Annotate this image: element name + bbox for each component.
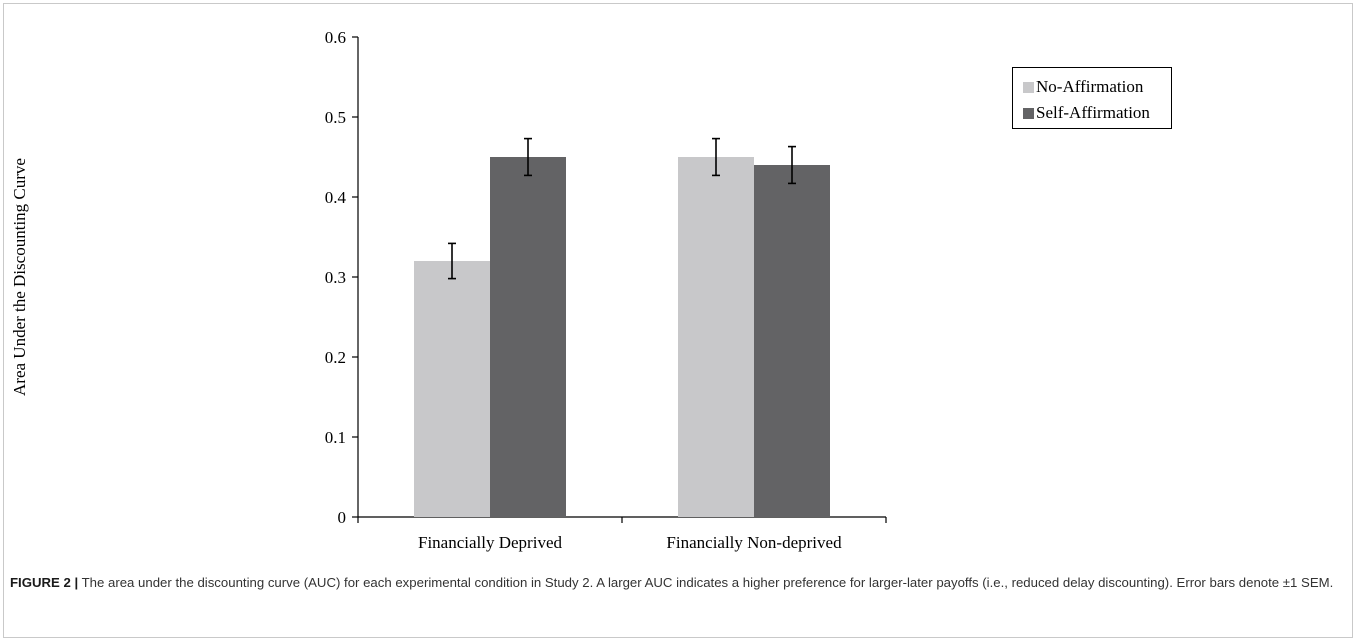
y-axis-title: Area Under the Discounting Curve	[10, 158, 29, 396]
figure-label: FIGURE 2 |	[10, 575, 79, 590]
bar	[754, 165, 830, 517]
bar	[490, 157, 566, 517]
x-category-label: Financially Deprived	[418, 533, 562, 552]
y-tick-label: 0.2	[325, 348, 346, 367]
legend-label-self-affirmation: Self-Affirmation	[1036, 103, 1150, 122]
y-tick-label: 0.5	[325, 108, 346, 127]
legend-item-no-affirmation: No-Affirmation	[1023, 76, 1143, 98]
x-category-label: Financially Non-deprived	[666, 533, 842, 552]
legend-label-no-affirmation: No-Affirmation	[1036, 77, 1144, 96]
chart-legend: No-Affirmation Self-Affirmation	[1012, 67, 1172, 129]
legend-swatch-self-affirmation	[1023, 107, 1034, 119]
bar-chart: 0 0.1 0.2 0.3 0.4 0.5 0.6 Area Under the Discou…	[10, 28, 887, 552]
y-tick-label: 0.1	[325, 428, 346, 447]
y-tick-label: 0.3	[325, 268, 346, 287]
figure-caption-text: The area under the discounting curve (AU…	[78, 575, 1334, 590]
y-tick-label: 0	[338, 508, 347, 527]
y-tick-label: 0.6	[325, 28, 346, 47]
y-tick-label: 0.4	[325, 188, 347, 207]
bar	[678, 157, 754, 517]
figure-caption: FIGURE 2 | The area under the discountin…	[10, 572, 1345, 593]
bar	[414, 261, 490, 517]
legend-item-self-affirmation: Self-Affirmation	[1023, 102, 1150, 124]
legend-swatch-no-affirmation	[1023, 81, 1034, 93]
